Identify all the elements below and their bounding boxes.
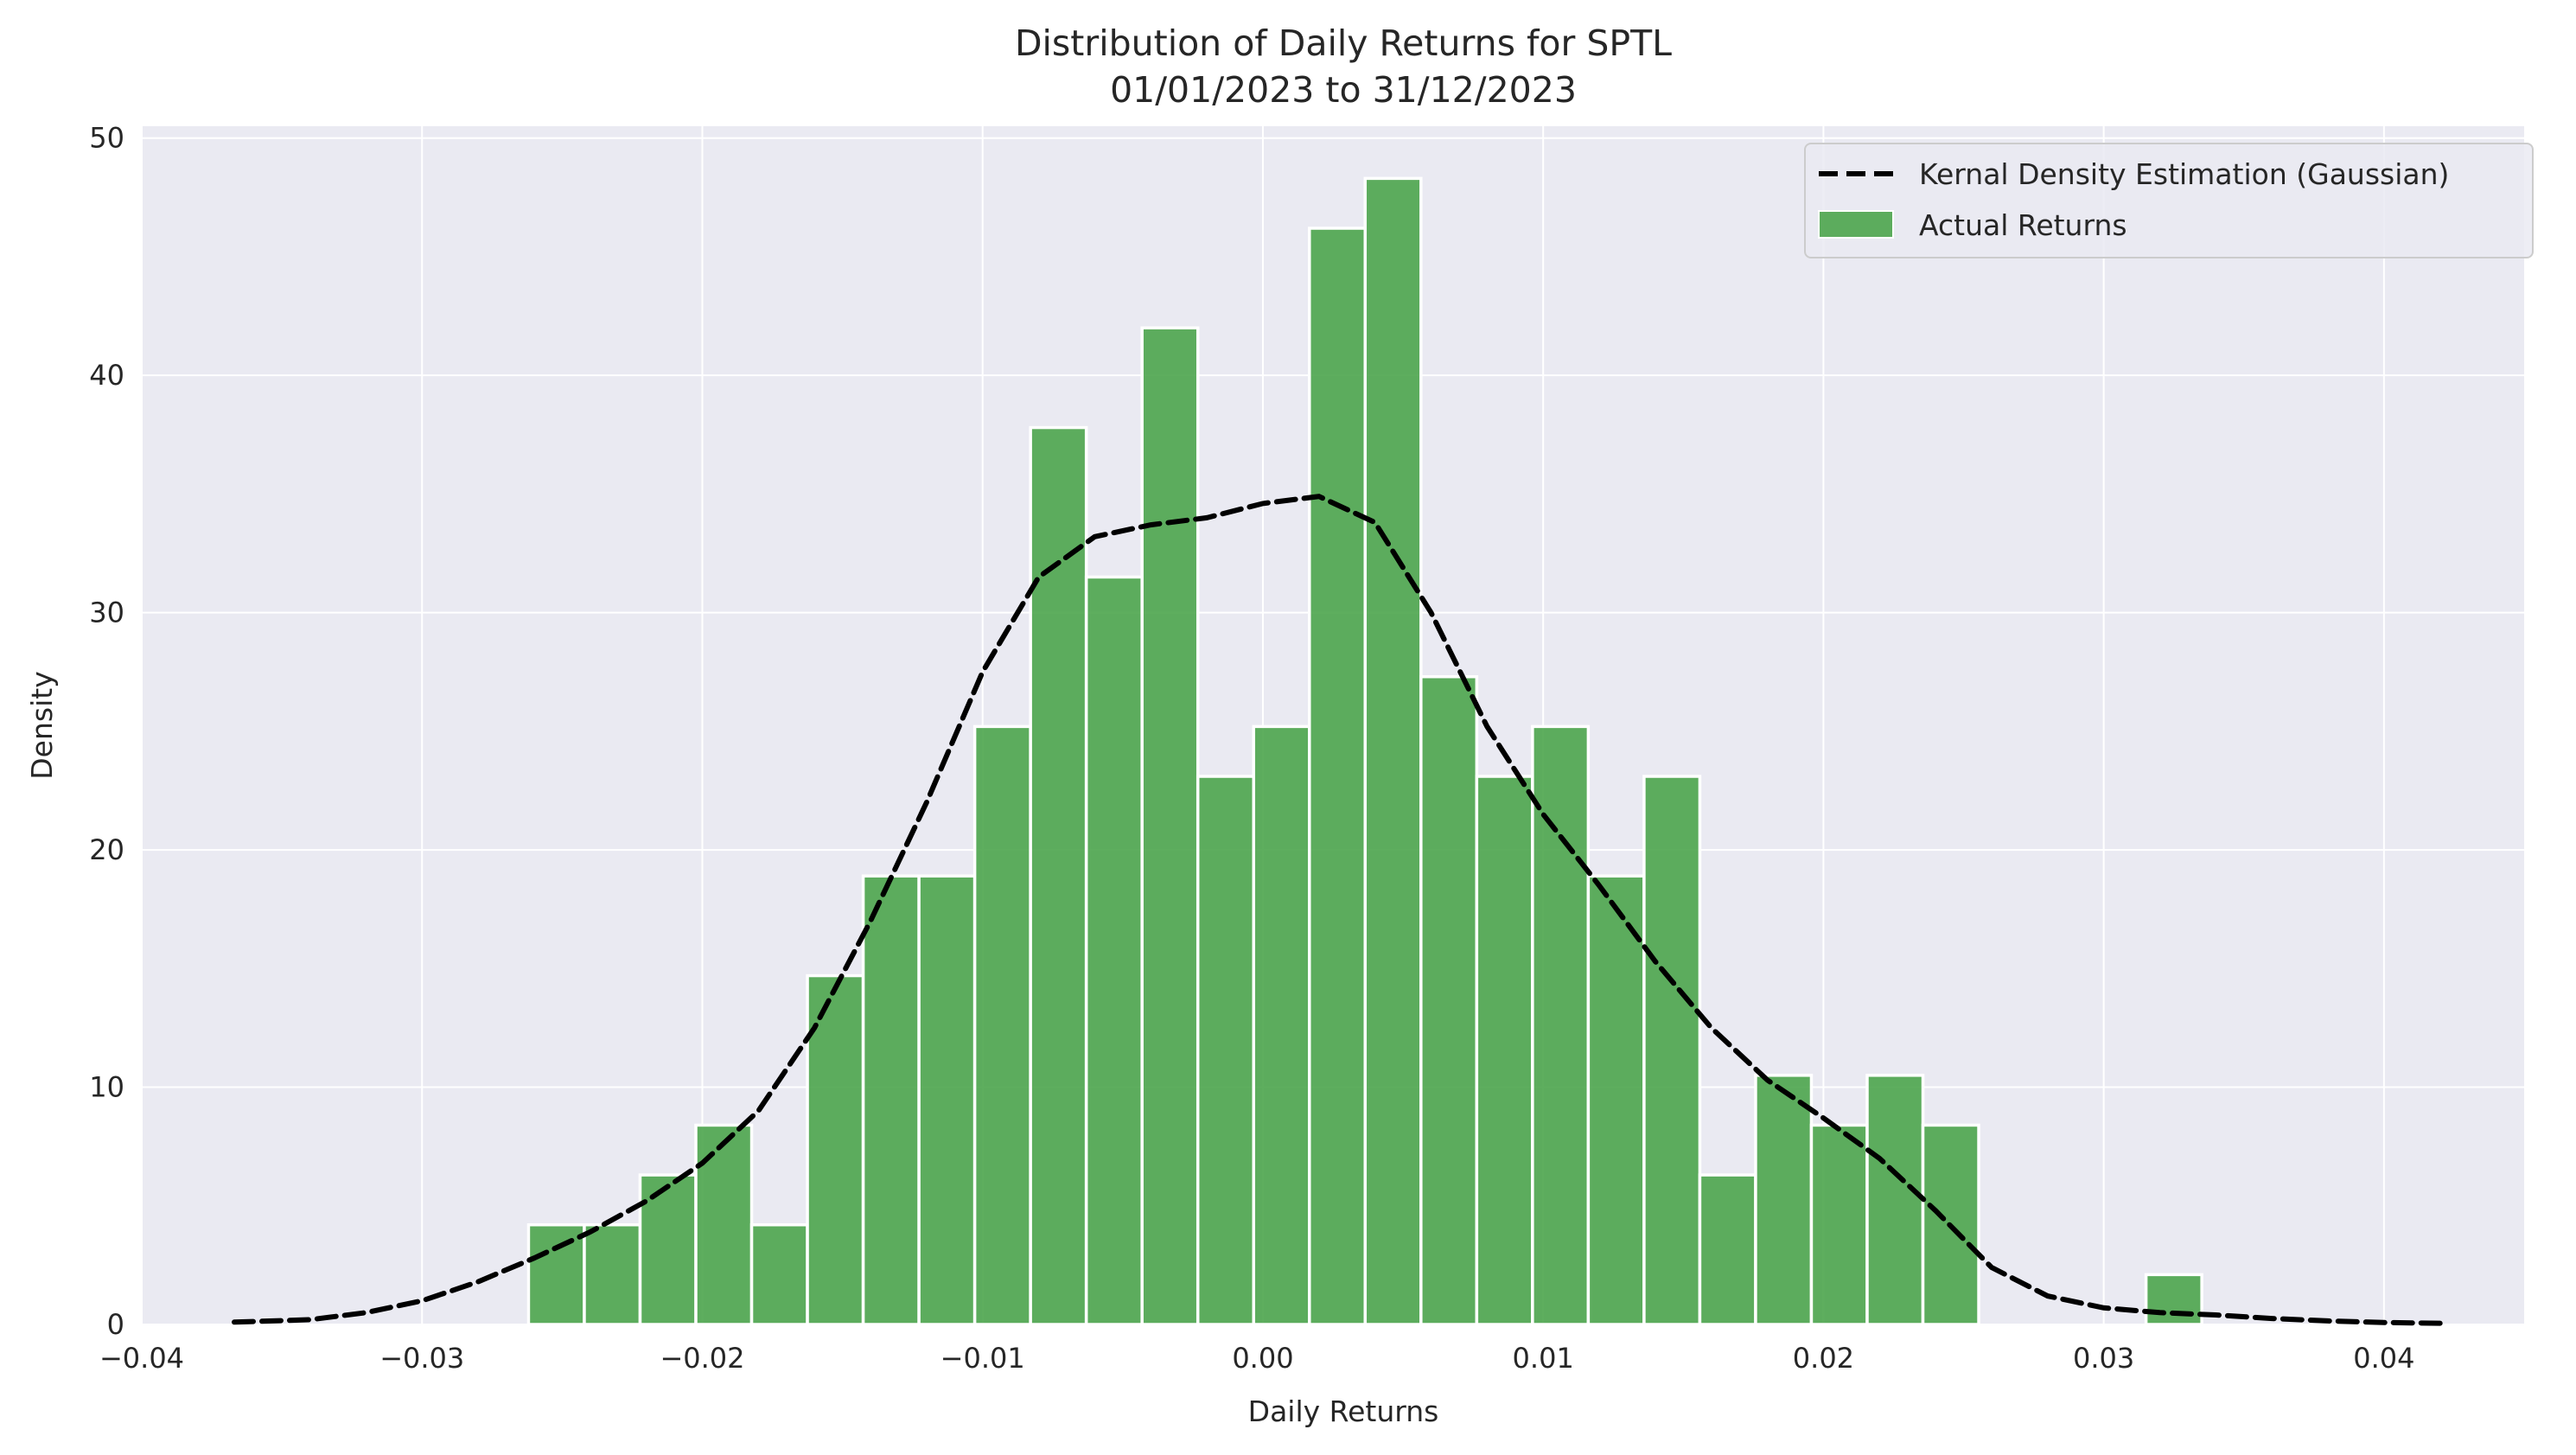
legend-bars-swatch bbox=[1818, 210, 1894, 239]
histogram-bar bbox=[638, 1173, 698, 1326]
histogram-bar bbox=[1252, 724, 1311, 1326]
x-tick-label: −0.04 bbox=[99, 1342, 184, 1375]
legend-bars-label: Actual Returns bbox=[1919, 208, 2127, 242]
x-tick-label: 0.00 bbox=[1232, 1342, 1293, 1375]
legend-kde-label: Kernal Density Estimation (Gaussian) bbox=[1919, 157, 2449, 191]
histogram-bar bbox=[917, 874, 977, 1326]
x-tick-label: −0.01 bbox=[940, 1342, 1025, 1375]
histogram-bar bbox=[1029, 425, 1088, 1326]
histogram-bar bbox=[1531, 724, 1591, 1326]
histogram-bar bbox=[1865, 1074, 1925, 1326]
histogram-bar bbox=[1363, 176, 1423, 1326]
histogram-bar bbox=[806, 973, 865, 1326]
histogram-bar bbox=[749, 1222, 809, 1326]
histogram-bar bbox=[526, 1222, 586, 1326]
histogram-bar bbox=[1586, 874, 1646, 1326]
histogram-bar bbox=[1698, 1173, 1757, 1326]
histogram-bar bbox=[1196, 775, 1255, 1326]
histogram-bar bbox=[1140, 326, 1200, 1326]
x-tick-label: 0.04 bbox=[2353, 1342, 2414, 1375]
chart-subtitle: 01/01/2023 to 31/12/2023 bbox=[1110, 69, 1577, 111]
histogram-bar bbox=[1642, 775, 1702, 1326]
x-tick-label: −0.03 bbox=[379, 1342, 464, 1375]
x-axis-ticks: −0.04 −0.03 −0.02 −0.01 0.00 0.01 0.02 0.03 0.04 bbox=[99, 1342, 2415, 1375]
histogram-bar bbox=[583, 1222, 642, 1326]
histogram-bar bbox=[1754, 1074, 1814, 1326]
x-tick-label: 0.02 bbox=[1793, 1342, 1854, 1375]
y-tick-label: 40 bbox=[89, 359, 124, 392]
x-tick-label: −0.02 bbox=[660, 1342, 744, 1375]
histogram-bar bbox=[694, 1123, 754, 1326]
histogram-bar bbox=[861, 874, 921, 1326]
histogram-bar bbox=[1419, 674, 1479, 1326]
histogram-bar bbox=[2144, 1273, 2203, 1326]
histogram-bar bbox=[1475, 775, 1534, 1326]
x-tick-label: 0.01 bbox=[1513, 1342, 1574, 1375]
y-tick-label: 20 bbox=[89, 833, 124, 866]
y-axis-label: Density bbox=[25, 671, 59, 779]
histogram-bar bbox=[972, 724, 1032, 1326]
histogram-bars bbox=[526, 176, 2203, 1326]
legend-box bbox=[1804, 143, 2534, 258]
histogram-bar bbox=[1809, 1123, 1869, 1326]
legend: Kernal Density Estimation (Gaussian) Act… bbox=[1804, 143, 2534, 258]
y-tick-label: 50 bbox=[89, 122, 124, 155]
chart-title: Distribution of Daily Returns for SPTL bbox=[1015, 22, 1672, 64]
y-tick-label: 0 bbox=[107, 1308, 124, 1341]
y-tick-label: 30 bbox=[89, 597, 124, 629]
y-tick-label: 10 bbox=[89, 1071, 124, 1104]
x-tick-label: 0.03 bbox=[2073, 1342, 2134, 1375]
y-axis-ticks: 0 10 20 30 40 50 bbox=[89, 122, 124, 1341]
x-axis-label: Daily Returns bbox=[1248, 1394, 1439, 1428]
histogram-bar bbox=[1084, 575, 1144, 1326]
kde-density-line bbox=[232, 494, 2443, 1326]
histogram-bar bbox=[1308, 227, 1368, 1326]
